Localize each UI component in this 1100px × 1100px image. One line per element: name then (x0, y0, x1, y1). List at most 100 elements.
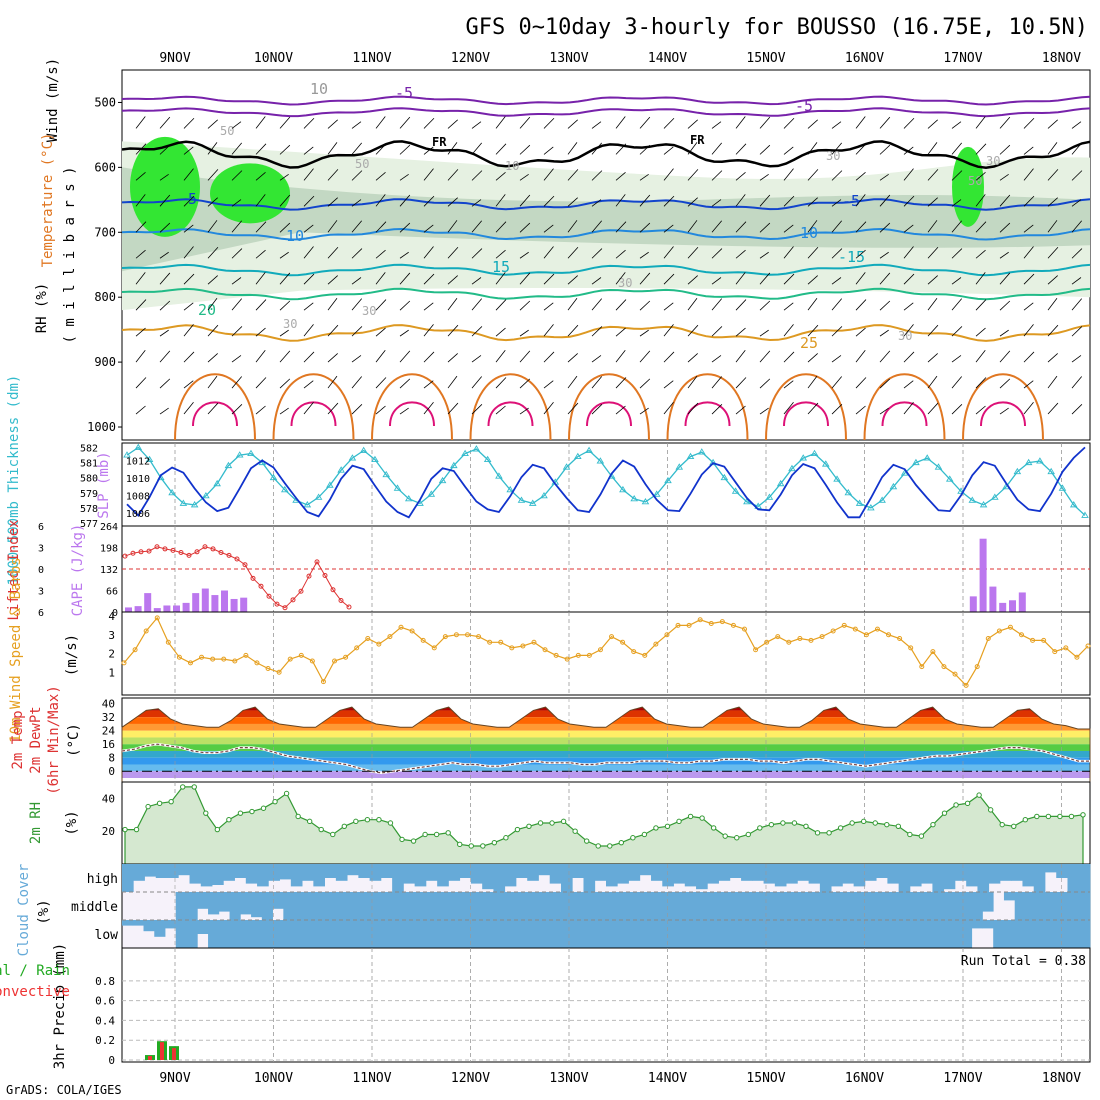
wind-barb (255, 327, 266, 337)
cloud-cell (335, 864, 348, 881)
wind-barb (855, 249, 866, 259)
wind-barb (831, 121, 842, 129)
wind-barb (663, 324, 674, 337)
isotherm-30-lobe (469, 373, 552, 441)
wind-barb (207, 275, 218, 285)
lifted-index-point (274, 601, 280, 607)
contour-label: 10 (800, 224, 818, 242)
cloud-cell (154, 920, 166, 937)
label-millibars: ( m i l l i b a r s ) (62, 166, 78, 343)
wind-barb (759, 194, 771, 207)
wind-barb (255, 172, 266, 181)
wind-barb (351, 326, 363, 337)
wind-barb (951, 220, 963, 233)
wind-barb (639, 407, 649, 415)
contour-label: 30 (898, 329, 912, 343)
wind-barb (135, 249, 146, 259)
cloud-cell (907, 892, 919, 920)
wind-barb (591, 248, 603, 259)
wind-barb (1023, 168, 1034, 181)
thickness-point (1013, 467, 1022, 475)
wind-barb (1023, 351, 1035, 363)
wind-barb (303, 380, 314, 389)
cloud-cell (530, 892, 542, 920)
thickness-point (698, 448, 706, 455)
wind-barb (279, 272, 291, 285)
date-label-top: 18NOV (1042, 51, 1081, 66)
wind-barb (735, 299, 747, 311)
isotherm-20 (121, 287, 1091, 301)
wind-barb (207, 353, 218, 363)
wind-barb (255, 272, 266, 285)
thickness-point (585, 446, 593, 453)
wind10-point (631, 649, 637, 655)
thickness-point (359, 446, 368, 453)
wind-barb (423, 351, 435, 363)
wind-barb (351, 376, 363, 389)
thickness-point (382, 470, 391, 478)
cloud-cell (842, 892, 854, 920)
wind10-point (819, 634, 825, 640)
wind-barb (663, 402, 674, 415)
cloud-cell (696, 864, 708, 890)
wind10-point (996, 628, 1002, 634)
wind-barb (375, 194, 386, 207)
wind-barb (591, 199, 602, 207)
cloud-cell (437, 864, 449, 887)
rh-point (433, 831, 440, 838)
temp-band (122, 730, 1090, 738)
wind-barb (423, 195, 435, 207)
wind-barb (735, 221, 747, 233)
wind-barb (567, 297, 578, 311)
wind-barb (807, 142, 818, 155)
thickness-point (810, 449, 819, 457)
cloud-cell (767, 920, 779, 948)
rh-point (1022, 817, 1028, 823)
wind10-point (830, 628, 836, 634)
wind-barb (231, 248, 243, 259)
wind10-point (952, 671, 958, 677)
cloud-cell (673, 864, 686, 884)
rh-point (410, 838, 417, 844)
contour-label: 30 (618, 276, 632, 290)
wind-barb (903, 324, 914, 337)
wind10-point (553, 652, 559, 658)
wind-barb (351, 121, 362, 129)
wind-barb (399, 144, 411, 155)
wind-barb (639, 144, 651, 155)
rh-point (941, 810, 948, 816)
cape-bar (182, 602, 190, 612)
wind-barb (279, 194, 291, 207)
wind-barb (855, 221, 867, 233)
label-rh2m: 2m RH (28, 802, 44, 844)
thickness-point (540, 491, 548, 499)
wind-barb (1047, 247, 1059, 259)
cape-bar (144, 593, 152, 612)
wind-barb (879, 272, 891, 285)
lifted-index-point (170, 547, 176, 553)
thickness-point (450, 461, 458, 469)
cloud-cell (950, 920, 962, 948)
cape-tick-label: 132 (100, 565, 118, 576)
wind-barb (399, 116, 411, 129)
wind10-point (974, 664, 980, 670)
contour-label: 30 (826, 149, 840, 163)
label-cloud: Cloud Cover (16, 864, 32, 957)
wind-barb (783, 380, 794, 389)
cloud-cell (960, 920, 973, 948)
wind-barb (591, 355, 602, 363)
cloud-cell (606, 920, 618, 948)
wind-barb (927, 375, 938, 389)
cloud-cell (639, 864, 652, 876)
wind-barb (327, 275, 338, 285)
lifted-index-point (266, 593, 272, 599)
cloud-cell (455, 920, 467, 948)
wind-barb (423, 302, 434, 311)
wind-barb (135, 299, 147, 311)
thickness-point (991, 493, 999, 500)
cloud-cell (509, 920, 521, 948)
rh-point (641, 831, 648, 838)
wind-barb (327, 142, 338, 155)
isotherm-35-lobe (487, 401, 534, 427)
wind10-point (143, 628, 149, 634)
